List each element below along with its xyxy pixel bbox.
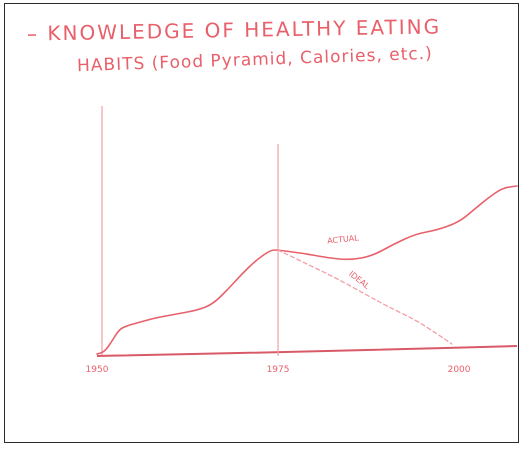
series-label-actual: ACTUAL — [327, 233, 360, 245]
series-line-actual — [96, 185, 518, 355]
x-tick-label: 1975 — [267, 365, 290, 375]
series-line-ideal — [277, 249, 453, 345]
x-tick-label: 1950 — [86, 365, 109, 375]
chart-sheet: – KNOWLEDGE OF HEALTHY EATING HABITS (Fo… — [4, 3, 519, 443]
x-tick-label: 2000 — [448, 365, 471, 375]
line-chart: 1950 1975 2000 ACTUAL IDEAL — [86, 106, 518, 375]
x-axis — [96, 345, 518, 357]
series-label-ideal: IDEAL — [347, 269, 371, 291]
